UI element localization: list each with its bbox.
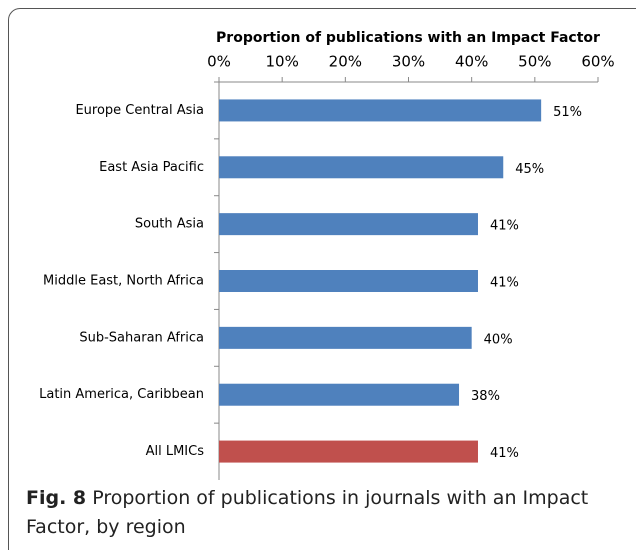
y-tick-label: All LMICs	[146, 444, 205, 459]
bar	[219, 213, 478, 236]
bar	[219, 326, 472, 349]
x-tick-label: 40%	[455, 53, 488, 71]
bar	[219, 383, 460, 406]
x-tick-label: 0%	[207, 53, 231, 71]
x-tick-label: 30%	[392, 53, 425, 71]
x-tick-label: 20%	[329, 53, 362, 71]
value-label: 41%	[490, 446, 519, 461]
x-tick-label: 60%	[581, 53, 614, 71]
bar	[219, 440, 478, 463]
value-label: 38%	[471, 389, 500, 404]
y-tick-label: South Asia	[135, 217, 204, 232]
chart: Proportion of publications with an Impac…	[39, 30, 615, 480]
x-tick-label: 50%	[518, 53, 551, 71]
y-tick-label: East Asia Pacific	[99, 160, 204, 175]
bar	[219, 99, 542, 122]
y-tick-label: Europe Central Asia	[75, 103, 204, 118]
caption-label: Fig. 8	[26, 487, 87, 509]
caption: Fig. 8 Proportion of publications in jou…	[26, 484, 626, 542]
value-label: 41%	[490, 276, 519, 291]
caption-text: Proportion of publications in journals w…	[26, 487, 589, 538]
chart-title: Proportion of publications with an Impac…	[216, 30, 600, 46]
value-label: 51%	[553, 105, 582, 120]
bar	[219, 270, 478, 292]
y-tick-label: Latin America, Caribbean	[39, 387, 204, 402]
figure-frame	[8, 8, 636, 550]
bar	[219, 156, 504, 179]
value-label: 40%	[484, 332, 513, 347]
value-label: 45%	[515, 162, 544, 177]
x-tick-label: 10%	[265, 53, 298, 71]
y-tick-label: Middle East, North Africa	[43, 274, 204, 289]
value-label: 41%	[490, 219, 519, 234]
y-tick-label: Sub-Saharan Africa	[79, 330, 204, 345]
